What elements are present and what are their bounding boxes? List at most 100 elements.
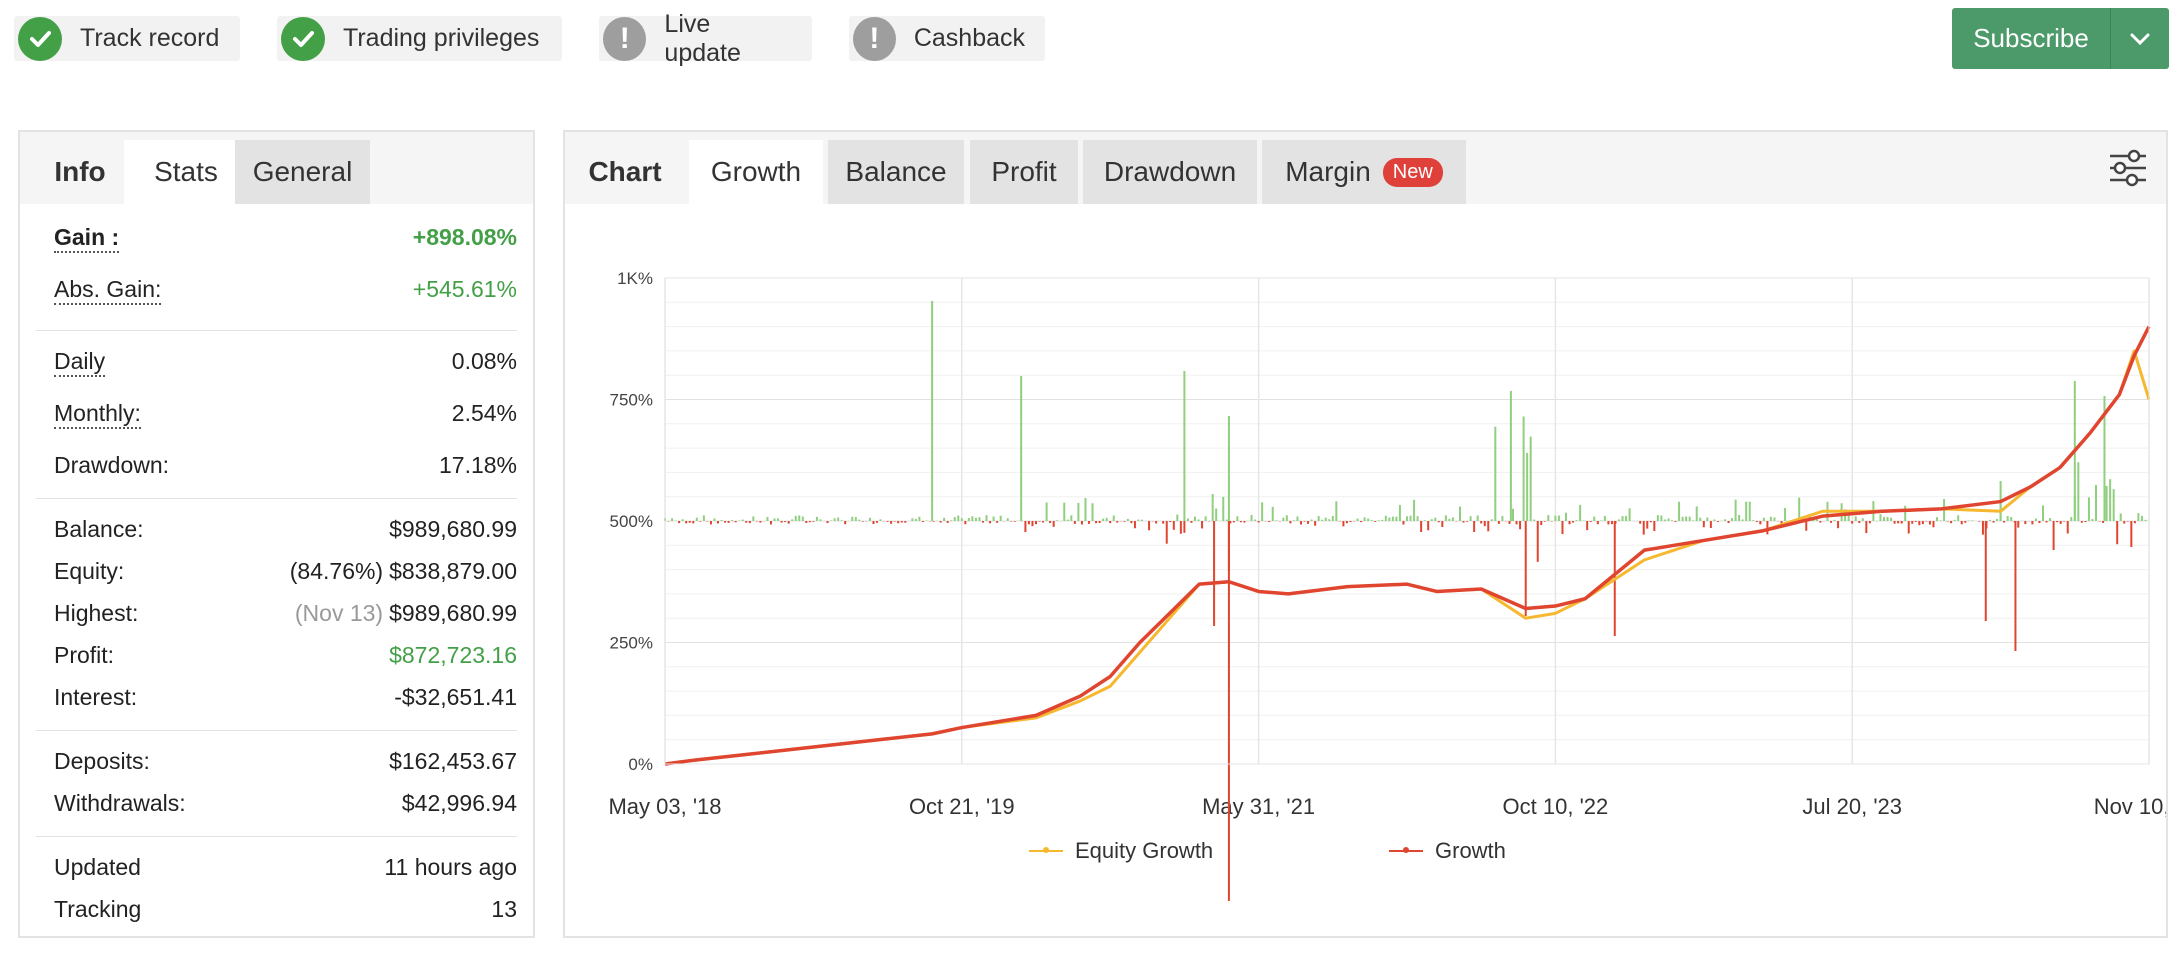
stat-label: Profit: (54, 642, 115, 668)
check-icon (281, 16, 325, 61)
tab-general[interactable]: General (235, 140, 370, 204)
stat-value: $838,879.00 (389, 558, 517, 584)
chart-tabbar: Chart Growth Balance Profit Drawdown Mar… (565, 132, 2166, 204)
stat-label: Withdrawals: (54, 790, 186, 816)
stat-value: 11 hours ago (384, 854, 517, 880)
subscribe-label: Subscribe (1973, 23, 2089, 53)
divider (36, 836, 517, 837)
stat-value: +898.08% (412, 224, 517, 250)
legend-growth[interactable]: Growth (1389, 838, 1506, 864)
stat-label: Tracking (54, 896, 142, 922)
divider (36, 330, 517, 331)
badge-live-update[interactable]: ! Live update (599, 10, 812, 67)
stat-interest: Interest: -$32,651.41 (54, 684, 517, 711)
stat-balance: Balance: $989,680.99 (54, 516, 517, 543)
stat-value: 13 (491, 896, 517, 922)
y-tick-label: 750% (610, 391, 653, 410)
stat-label[interactable]: Abs. Gain: (54, 276, 162, 305)
growth-line (664, 325, 2151, 766)
tab-margin[interactable]: Margin New (1262, 140, 1466, 204)
badge-label: Track record (80, 24, 220, 52)
legend-label: Growth (1435, 838, 1506, 863)
stat-daily: Daily 0.08% (54, 348, 517, 377)
x-tick-label: May 03, '18 (608, 794, 721, 819)
y-tick-label: 250% (610, 634, 653, 653)
badge-label: Cashback (913, 24, 1025, 52)
stat-label[interactable]: Daily (54, 348, 106, 377)
stat-value: $989,680.99 (389, 516, 517, 542)
tab-balance[interactable]: Balance (828, 140, 964, 204)
legend-equity-growth[interactable]: Equity Growth (1029, 838, 1213, 864)
stat-value: 0.08% (451, 348, 517, 374)
tab-margin-label: Margin (1285, 156, 1371, 187)
badge-cashback[interactable]: ! Cashback (849, 16, 1045, 61)
stat-label: Updated (54, 854, 141, 880)
new-badge: New (1382, 157, 1443, 187)
stat-note: (Nov 13) (294, 600, 384, 626)
stat-profit: Profit: $872,723.16 (54, 642, 517, 669)
chart-panel: Chart Growth Balance Profit Drawdown Mar… (563, 130, 2168, 938)
stats-panel: Info Stats General Gain : +898.08% Abs. … (18, 130, 535, 938)
stat-label[interactable]: Gain : (54, 224, 120, 253)
stat-label: Balance: (54, 516, 144, 542)
x-tick-label: Oct 21, '19 (909, 794, 1015, 819)
chevron-down-icon[interactable] (2110, 8, 2169, 69)
stat-label: Highest: (54, 600, 139, 626)
y-tick-label: 0% (628, 755, 653, 774)
stat-value: $989,680.99 (389, 600, 517, 626)
legend-equity-swatch (1029, 847, 1063, 853)
stat-drawdown: Drawdown: 17.18% (54, 452, 517, 479)
x-tick-label: Nov 10, '25 (2094, 794, 2166, 819)
plot-border (664, 277, 2150, 765)
stat-value: -$32,651.41 (394, 684, 517, 710)
stat-updated: Updated 11 hours ago (54, 854, 517, 881)
stat-equity: Equity: (84.76%) $838,879.00 (54, 558, 517, 585)
stat-label: Deposits: (54, 748, 150, 774)
stat-value: $872,723.16 (389, 642, 517, 668)
exclamation-icon: ! (603, 16, 647, 61)
x-tick-label: Oct 10, '22 (1503, 794, 1609, 819)
badge-track-record[interactable]: Track record (14, 16, 240, 61)
x-tick-label: Jul 20, '23 (1802, 794, 1902, 819)
stat-label: Interest: (54, 684, 138, 710)
stat-label: Equity: (54, 558, 125, 584)
tab-info[interactable]: Info (54, 156, 106, 187)
stat-value: 17.18% (438, 452, 517, 478)
subscribe-button[interactable]: Subscribe (1952, 8, 2169, 69)
legend-growth-swatch (1389, 847, 1423, 853)
check-icon (18, 16, 62, 61)
stat-label: Drawdown: (54, 452, 170, 478)
tab-growth[interactable]: Growth (689, 140, 823, 204)
tab-stats[interactable]: Stats (124, 140, 248, 204)
tab-drawdown[interactable]: Drawdown (1083, 140, 1257, 204)
stat-label[interactable]: Monthly: (54, 400, 141, 429)
divider (36, 498, 517, 499)
equity-growth-line (664, 349, 2151, 766)
badge-label: Live update (664, 9, 741, 67)
stat-monthly: Monthly: 2.54% (54, 400, 517, 429)
stat-value: +545.61% (412, 276, 517, 302)
growth-chart[interactable]: May 03, '18 Oct 21, '19 May 31, '21 Oct 10,… (565, 242, 2166, 902)
stat-value: 2.54% (451, 400, 517, 426)
stat-deposits: Deposits: $162,453.67 (54, 748, 517, 775)
tab-profit[interactable]: Profit (970, 140, 1078, 204)
stat-withdrawals: Withdrawals: $42,996.94 (54, 790, 517, 817)
stat-highest: Highest: (Nov 13) $989,680.99 (54, 600, 517, 627)
y-tick-label: 500% (610, 512, 653, 531)
stat-tracking: Tracking 13 (54, 896, 517, 923)
legend-label: Equity Growth (1075, 838, 1214, 863)
exclamation-icon: ! (853, 16, 896, 61)
stat-abs-gain: Abs. Gain: +545.61% (54, 276, 517, 305)
stat-value: $42,996.94 (401, 790, 517, 816)
divider (36, 730, 517, 731)
stat-value: $162,453.67 (389, 748, 517, 774)
stats-tabbar: Info Stats General (20, 132, 533, 204)
stat-gain: Gain : +898.08% (54, 224, 517, 253)
tab-chart[interactable]: Chart (588, 156, 662, 187)
y-tick-label: 1K% (617, 269, 653, 288)
settings-sliders-icon[interactable] (2108, 148, 2148, 188)
badge-label: Trading privileges (343, 24, 540, 52)
stat-note: (84.76%) (289, 558, 384, 584)
badge-trading-privileges[interactable]: Trading privileges (277, 16, 562, 61)
x-tick-label: May 31, '21 (1202, 794, 1315, 819)
